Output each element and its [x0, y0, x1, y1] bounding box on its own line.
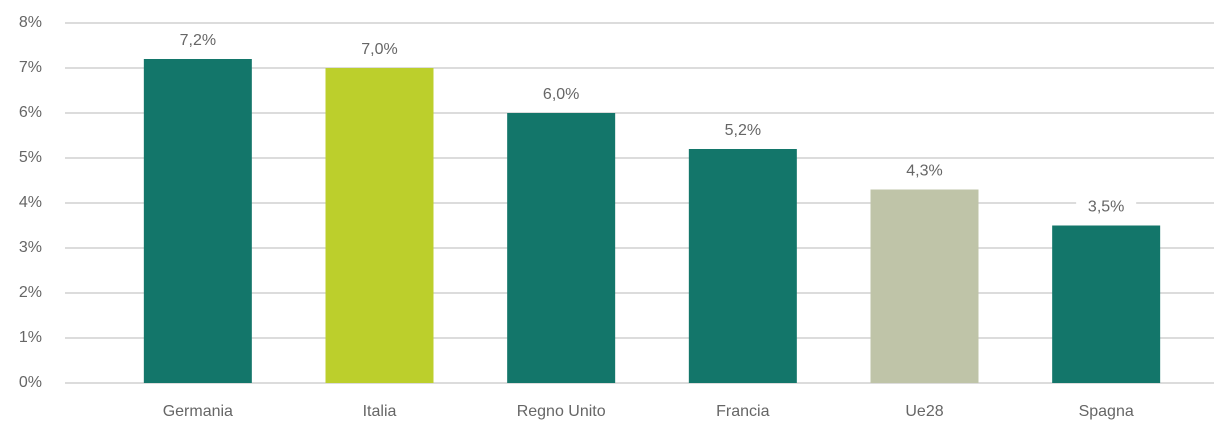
value-label-background [712, 119, 773, 141]
value-label: 6,0% [543, 86, 579, 103]
x-tick-label: Italia [363, 403, 397, 420]
x-tick-label: Ue28 [905, 403, 943, 420]
bar [143, 59, 252, 383]
x-tick-label: Francia [716, 403, 769, 420]
bar [507, 113, 616, 383]
value-label: 7,0% [361, 41, 397, 58]
y-tick-label: 1% [19, 329, 42, 346]
y-tick-label: 7% [19, 59, 42, 76]
y-tick-label: 4% [19, 194, 42, 211]
y-tick-label: 3% [19, 239, 42, 256]
value-label: 5,2% [725, 122, 761, 139]
value-label-background [1076, 195, 1137, 218]
x-tick-label: Spagna [1079, 403, 1134, 420]
y-tick-label: 6% [19, 104, 42, 121]
value-label-background [894, 159, 955, 182]
value-label-background [531, 83, 592, 105]
bar [870, 189, 979, 383]
bar [688, 149, 797, 383]
x-tick-label: Germania [163, 403, 233, 420]
value-label-background [167, 29, 228, 51]
y-tick-label: 5% [19, 149, 42, 166]
bar [1052, 225, 1161, 383]
y-tick-label: 2% [19, 284, 42, 301]
value-label: 3,5% [1088, 199, 1124, 216]
y-tick-label: 0% [19, 374, 42, 391]
value-label: 4,3% [906, 163, 942, 180]
bar [325, 68, 434, 383]
y-tick-label: 8% [19, 14, 42, 31]
value-label: 7,2% [180, 32, 216, 49]
value-label-background [349, 38, 410, 60]
x-tick-label: Regno Unito [517, 403, 606, 420]
